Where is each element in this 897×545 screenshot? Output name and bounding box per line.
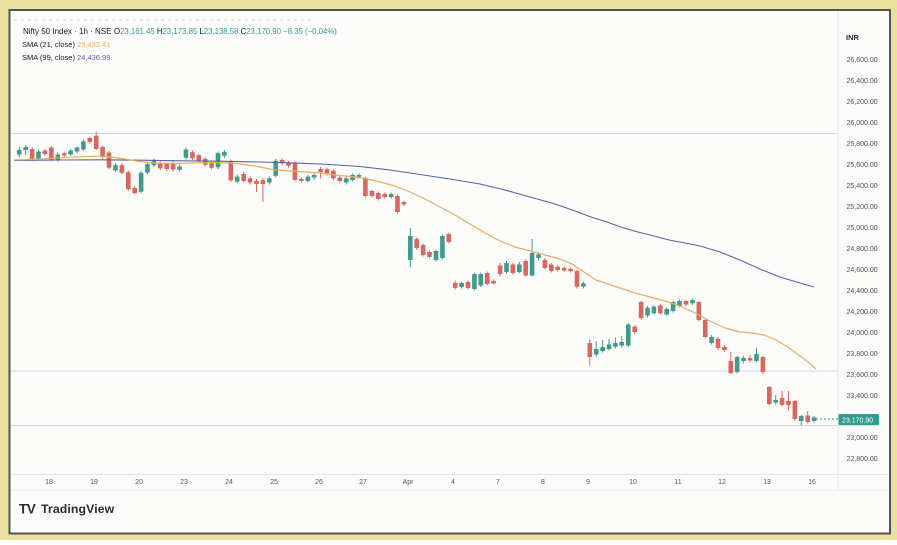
svg-text:TV: TV xyxy=(19,502,36,517)
svg-text:24,000.00: 24,000.00 xyxy=(847,330,878,337)
svg-text:25,400.00: 25,400.00 xyxy=(847,183,878,190)
svg-text:26,000.00: 26,000.00 xyxy=(847,120,878,127)
svg-text:4: 4 xyxy=(451,479,455,486)
svg-text:22,800.00: 22,800.00 xyxy=(847,456,878,463)
svg-text:Apr: Apr xyxy=(403,479,415,486)
svg-text:24: 24 xyxy=(225,479,233,486)
svg-text:26,200.00: 26,200.00 xyxy=(847,99,878,106)
svg-text:23,600.00: 23,600.00 xyxy=(847,372,878,379)
svg-text:24,600.00: 24,600.00 xyxy=(847,267,878,274)
svg-text:18: 18 xyxy=(45,479,53,486)
svg-text:8: 8 xyxy=(541,479,545,486)
svg-text:23: 23 xyxy=(180,479,188,486)
svg-text:23,800.00: 23,800.00 xyxy=(847,351,878,358)
svg-text:25: 25 xyxy=(270,479,278,486)
svg-text:23,400.00: 23,400.00 xyxy=(847,393,878,400)
svg-text:25,800.00: 25,800.00 xyxy=(847,141,878,148)
svg-text:O23,161.45 H23,173.85 L23,138.: O23,161.45 H23,173.85 L23,138.58 C23,170… xyxy=(114,27,337,36)
svg-text:25,600.00: 25,600.00 xyxy=(847,162,878,169)
svg-text:23,170.90: 23,170.90 xyxy=(842,418,873,425)
svg-text:19: 19 xyxy=(90,479,98,486)
svg-text:10: 10 xyxy=(629,479,637,486)
svg-text:25,000.00: 25,000.00 xyxy=(847,225,878,232)
svg-text:24,800.00: 24,800.00 xyxy=(847,246,878,253)
svg-text:TradingView: TradingView xyxy=(41,502,115,516)
svg-text:26: 26 xyxy=(315,479,323,486)
svg-text:SMA (21, close) 23,433.41: SMA (21, close) 23,433.41 xyxy=(22,40,110,49)
svg-text:INR: INR xyxy=(846,33,860,42)
svg-text:23,000.00: 23,000.00 xyxy=(847,435,878,442)
svg-text:11: 11 xyxy=(674,479,681,486)
svg-text:27: 27 xyxy=(359,479,367,486)
svg-text:24,200.00: 24,200.00 xyxy=(847,309,878,316)
svg-text:13: 13 xyxy=(763,479,771,486)
svg-text:7: 7 xyxy=(496,479,500,486)
svg-text:26,400.00: 26,400.00 xyxy=(847,78,878,85)
svg-text:SMA (99, close) 24,436.99: SMA (99, close) 24,436.99 xyxy=(22,53,110,62)
svg-text:Nifty 50 Index · 1h · NSE: Nifty 50 Index · 1h · NSE xyxy=(23,27,111,36)
svg-text:25,200.00: 25,200.00 xyxy=(847,204,878,211)
svg-text:24,400.00: 24,400.00 xyxy=(847,288,878,295)
svg-text:26,600.00: 26,600.00 xyxy=(847,57,878,64)
svg-text:16: 16 xyxy=(808,479,816,486)
svg-text:20: 20 xyxy=(135,479,143,486)
svg-text:9: 9 xyxy=(586,479,590,486)
svg-text:12: 12 xyxy=(718,479,726,486)
